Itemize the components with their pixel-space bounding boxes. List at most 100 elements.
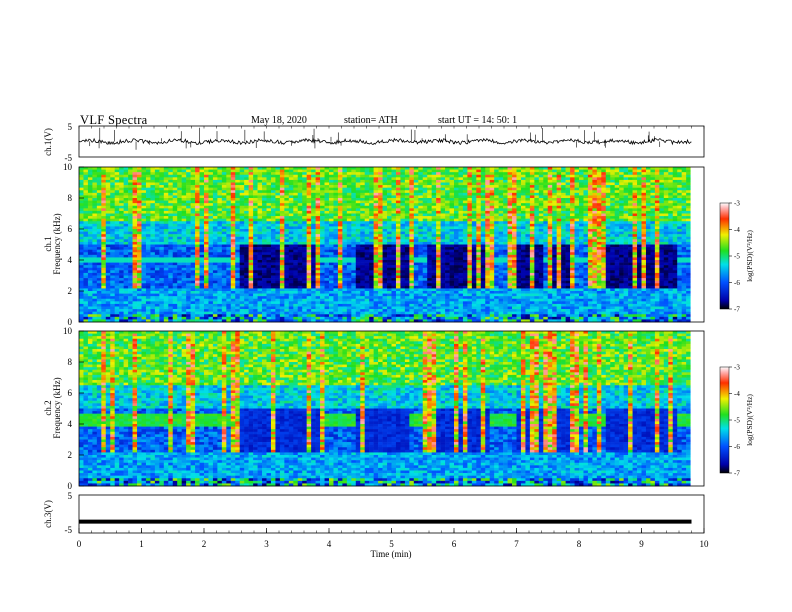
- spectrogram-cell: [315, 247, 321, 250]
- spectrogram-cell: [329, 185, 334, 188]
- spectrogram-cell: [427, 293, 432, 297]
- spectrogram-cell: [436, 254, 441, 258]
- spectrogram-cell: [119, 272, 124, 276]
- spectrogram-cell: [212, 239, 218, 243]
- spectrogram-cell: [422, 192, 428, 196]
- spectrogram-cell: [413, 234, 419, 238]
- spectrogram-cell: [311, 200, 316, 204]
- spectrogram-cell: [235, 272, 241, 276]
- spectrogram-cell: [262, 185, 267, 188]
- spectrogram-cell: [172, 218, 178, 222]
- spectrogram-cell: [329, 187, 334, 191]
- spectrogram-cell: [186, 291, 191, 294]
- spectrogram-cell: [427, 254, 432, 258]
- spectrogram-cell: [311, 169, 316, 173]
- spectrogram-cell: [105, 314, 111, 318]
- spectrogram-cell: [87, 169, 93, 173]
- spectrogram-cell: [190, 303, 196, 307]
- spectrogram-cell: [123, 293, 129, 297]
- spectrogram-cell: [364, 280, 370, 284]
- spectrogram-cell: [235, 309, 241, 312]
- spectrogram-cell: [79, 275, 84, 279]
- spectrogram-cell: [186, 301, 191, 305]
- spectrogram-cell: [311, 314, 316, 318]
- spectrogram-cell: [230, 221, 236, 225]
- spectrogram-cell: [208, 254, 214, 258]
- spectrogram-cell: [79, 262, 84, 266]
- spectrogram-cell: [114, 314, 120, 318]
- spectrogram-cell: [87, 303, 93, 307]
- spectrogram-cell: [172, 182, 178, 186]
- spectrogram-cell: [83, 280, 89, 284]
- spectrogram-cell: [208, 223, 214, 227]
- spectrogram-cell: [217, 260, 223, 263]
- spectrogram-cell: [351, 182, 357, 186]
- spectrogram-cell: [177, 306, 182, 310]
- spectrogram-cell: [360, 174, 366, 178]
- spectrogram-cell: [369, 226, 374, 230]
- spectrogram-cell: [436, 187, 441, 191]
- spectrogram-cell: [96, 187, 102, 191]
- spectrogram-cell: [315, 198, 321, 201]
- spectrogram-cell: [431, 213, 437, 217]
- spectrogram-cell: [168, 239, 174, 243]
- spectrogram-cell: [244, 303, 249, 307]
- spectrogram-cell: [221, 254, 227, 258]
- spectrogram-cell: [204, 241, 209, 245]
- spectrogram-cell: [154, 283, 160, 287]
- spectrogram-cell: [230, 185, 236, 188]
- spectrogram-cell: [235, 293, 241, 297]
- ch1-ytick-bottom: -5: [65, 153, 73, 163]
- spectrogram-cell: [181, 239, 187, 243]
- spectrogram-cell: [360, 195, 366, 199]
- spectrogram-cell: [208, 275, 214, 279]
- spectrogram-cell: [105, 278, 111, 281]
- spectrogram-cell: [145, 236, 151, 240]
- spectrogram-cell: [382, 291, 388, 294]
- spectrogram-cell: [324, 190, 330, 194]
- spectrogram-cell: [333, 296, 339, 300]
- spectrogram-cell: [92, 303, 98, 307]
- spectrogram-cell: [391, 309, 397, 312]
- spectrogram-cell: [79, 179, 84, 183]
- spectrogram-cell: [150, 182, 156, 186]
- spectrogram-cell: [270, 210, 276, 214]
- spectrogram-cell: [324, 244, 330, 248]
- spectrogram-cell: [119, 210, 124, 214]
- spectrogram-cell: [204, 198, 209, 201]
- spectrogram-cell: [364, 182, 370, 186]
- spectrogram-cell: [436, 221, 441, 225]
- spectrogram-cell: [123, 241, 129, 245]
- spectrogram-cell: [114, 303, 120, 307]
- spectrogram-cell: [163, 218, 169, 222]
- spectrogram-cell: [119, 198, 124, 201]
- spectrogram-cell: [413, 244, 419, 248]
- spectrogram-cell: [351, 306, 357, 310]
- spectrogram-cell: [279, 247, 285, 250]
- spectrogram-cell: [172, 192, 178, 196]
- spectrogram-cell: [137, 185, 142, 188]
- spectrogram-cell: [360, 236, 366, 240]
- spectrogram-cell: [221, 234, 227, 238]
- spectrogram-cell: [208, 213, 214, 217]
- spectrogram-cell: [320, 190, 325, 194]
- spectrogram-cell: [440, 241, 446, 245]
- spectrogram-cell: [181, 298, 187, 302]
- spectrogram-cell: [186, 221, 191, 225]
- spectrogram-cell: [221, 205, 227, 209]
- spectrogram-cell: [177, 275, 182, 279]
- spectrogram-cell: [212, 216, 218, 219]
- spectrogram-cell: [400, 208, 406, 212]
- spectrogram-cell: [346, 285, 352, 289]
- spectrogram-cell: [266, 270, 272, 274]
- spectrogram-cell: [288, 319, 294, 323]
- spectrogram-cell: [324, 260, 330, 263]
- spectrogram-cell: [217, 291, 223, 294]
- spectrogram-cell: [159, 236, 165, 240]
- spectrogram-cell: [293, 309, 299, 312]
- spectrogram-cell: [212, 185, 218, 188]
- spectrogram-cell: [172, 288, 178, 292]
- spectrogram-cell: [342, 272, 348, 276]
- spectrogram-cell: [87, 244, 93, 248]
- spectrogram-cell: [244, 195, 249, 199]
